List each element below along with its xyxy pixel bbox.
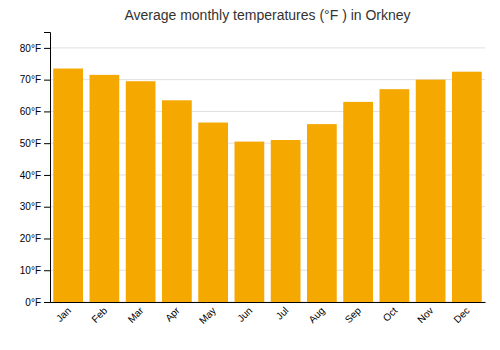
x-tick: Jul xyxy=(274,305,291,322)
x-tick: Apr xyxy=(163,304,182,323)
y-tick-label: 40°F xyxy=(20,170,41,181)
y-tick: 40°F xyxy=(20,170,50,181)
y-tick-mark xyxy=(44,207,50,208)
y-tick-label: 70°F xyxy=(20,74,41,85)
y-tick-mark xyxy=(44,80,50,81)
x-tick-label: Feb xyxy=(89,305,109,325)
y-tick: 10°F xyxy=(20,265,50,276)
y-tick: 60°F xyxy=(20,106,50,117)
x-tick-label: Jun xyxy=(235,305,254,324)
y-tick-label: 80°F xyxy=(20,43,41,54)
bar xyxy=(90,75,120,302)
chart: 0°F 10°F 20°F 30°F 40°F 50°F 60°F 70°F 80°F Jan Fe… xyxy=(0,0,500,350)
x-tick: Oct xyxy=(381,305,400,324)
y-tick-mark xyxy=(44,302,50,303)
y-tick: 30°F xyxy=(20,201,50,212)
bar xyxy=(162,100,192,302)
x-tick-label: May xyxy=(197,305,218,326)
bar xyxy=(307,124,337,302)
bar xyxy=(198,123,228,302)
x-tick-label: Dec xyxy=(451,305,471,325)
x-tick-label: Mar xyxy=(126,304,146,324)
bar xyxy=(271,140,301,302)
x-tick: Dec xyxy=(451,305,471,325)
x-tick: Sep xyxy=(343,305,364,326)
x-tick-label: Sep xyxy=(343,305,364,326)
x-tick-label: Nov xyxy=(415,305,435,325)
bars xyxy=(53,69,481,302)
x-axis: Jan Feb Mar Apr May Jun Jul Aug Sep Oct Nov Dec xyxy=(51,303,486,326)
y-tick-mark xyxy=(44,48,50,49)
y-axis-line xyxy=(44,33,51,303)
y-tick-label: 30°F xyxy=(20,201,41,212)
y-tick: 50°F xyxy=(20,138,50,149)
y-tick: 0°F xyxy=(25,297,50,308)
x-tick: Jan xyxy=(54,305,73,324)
x-tick: Jun xyxy=(235,305,254,324)
y-tick-label: 0°F xyxy=(25,297,41,308)
title: Average monthly temperatures (°F ) in Or… xyxy=(124,7,410,23)
grid-line xyxy=(50,47,485,48)
y-tick-mark xyxy=(44,270,50,271)
y-tick: 20°F xyxy=(20,233,50,244)
y-tick-label: 10°F xyxy=(20,265,41,276)
y-tick-mark xyxy=(44,238,50,239)
x-tick-label: Jul xyxy=(274,305,291,322)
x-tick-label: Aug xyxy=(306,305,326,325)
y-axis: 0°F 10°F 20°F 30°F 40°F 50°F 60°F 70°F 80°F xyxy=(20,33,51,308)
y-tick: 80°F xyxy=(20,43,50,54)
y-tick-mark xyxy=(44,111,50,112)
y-tick-mark xyxy=(44,143,50,144)
x-tick-label: Apr xyxy=(163,304,182,323)
bar xyxy=(416,80,446,302)
x-tick-label: Oct xyxy=(381,305,400,324)
bar xyxy=(380,89,410,302)
y-tick-label: 50°F xyxy=(20,138,41,149)
x-tick: Nov xyxy=(415,305,435,325)
y-tick-mark xyxy=(44,175,50,176)
y-tick: 70°F xyxy=(20,74,50,85)
x-axis-line xyxy=(51,302,486,303)
bar xyxy=(235,142,265,302)
x-tick: May xyxy=(197,305,218,326)
x-tick: Feb xyxy=(89,305,109,325)
x-tick: Mar xyxy=(126,304,146,324)
grid xyxy=(50,48,485,302)
x-tick: Aug xyxy=(306,305,326,325)
y-tick-label: 60°F xyxy=(20,106,41,117)
bar xyxy=(452,72,482,302)
bar xyxy=(126,81,156,302)
y-tick-label: 20°F xyxy=(20,233,41,244)
x-tick-label: Jan xyxy=(54,305,73,324)
bar xyxy=(343,102,373,302)
bar xyxy=(53,69,83,302)
